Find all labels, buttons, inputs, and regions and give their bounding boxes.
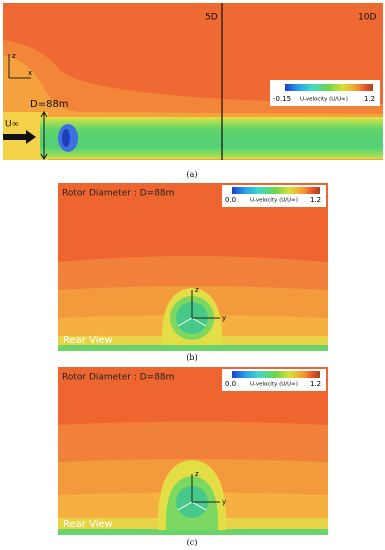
- colorbar-min: 0.0: [225, 380, 236, 388]
- caption: (b): [186, 353, 197, 362]
- colorbar-title: U-velocity (U/U∞): [300, 97, 348, 103]
- rotor-diameter: Rotor Diameter : D=88m: [62, 373, 174, 383]
- colorbar-title: U-velocity (U/U∞): [250, 198, 298, 204]
- caption: (a): [186, 170, 197, 179]
- rotor-deficit: [62, 129, 70, 147]
- colorbar-max: 1.2: [310, 196, 321, 204]
- axis-y: y: [222, 314, 226, 322]
- axis-z: z: [195, 286, 199, 294]
- diameter-label: D=88m: [30, 99, 69, 110]
- axes: [191, 474, 220, 503]
- colorbar-max: 1.2: [364, 95, 375, 103]
- axis-z: z: [12, 52, 16, 60]
- inflow-arrow: [3, 130, 36, 144]
- axis-y: y: [222, 498, 226, 506]
- axis-z: z: [195, 470, 199, 478]
- rotor-diameter: Rotor Diameter : D=88m: [62, 189, 174, 199]
- colorbar: [232, 187, 320, 194]
- colorbar-min: 0.0: [225, 196, 236, 204]
- contour-band: [58, 345, 328, 351]
- wake: [40, 117, 383, 159]
- colorbar: [232, 371, 320, 378]
- contour-band: [58, 529, 328, 535]
- colorbar: [285, 84, 373, 91]
- colorbar-min: -0.15: [273, 95, 291, 103]
- view-label: Rear View: [63, 335, 113, 346]
- colorbar-title: U-velocity (U/U∞): [250, 382, 298, 388]
- axes: [8, 54, 31, 79]
- diameter-arrow: [40, 111, 48, 160]
- label-5d: 5D: [205, 13, 218, 23]
- view-label: Rear View: [63, 519, 113, 530]
- panel-a: 5D 10D z x D=88m U∞ -0.15 U-velocity (U/…: [3, 3, 383, 179]
- axis-x: x: [28, 69, 32, 77]
- inflow-label: U∞: [5, 120, 19, 130]
- colorbar-max: 1.2: [310, 380, 321, 388]
- caption: (c): [187, 538, 198, 547]
- panel-c: z y Rotor Diameter : D=88m 0.0 U-velocit…: [58, 367, 328, 547]
- axes: [191, 290, 220, 319]
- panel-b: z y Rotor Diameter : D=88m 0.0 U-velocit…: [58, 183, 328, 362]
- label-10d: 10D: [358, 13, 376, 23]
